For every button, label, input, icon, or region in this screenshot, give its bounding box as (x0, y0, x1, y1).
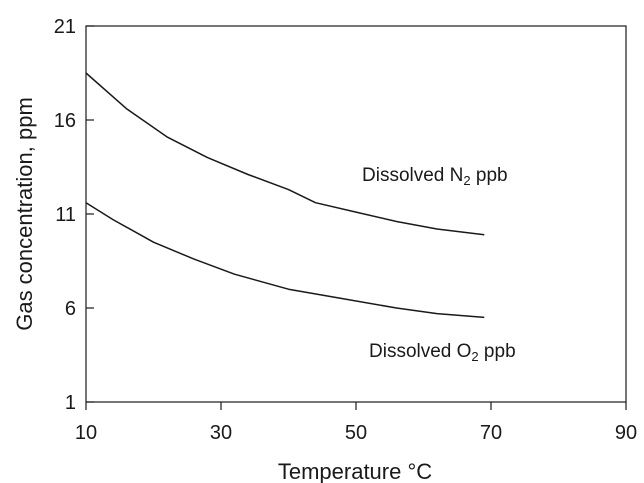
series-line-o2 (85, 202, 485, 319)
annotation-n2-subscript: 2 (463, 173, 470, 188)
y-tick-label: 1 (65, 392, 76, 414)
x-tick-label: 10 (75, 422, 97, 444)
annotation-n2-suffix: ppb (471, 165, 508, 186)
annotation-o2-suffix: ppb (479, 341, 516, 362)
annotation-n2: Dissolved N2 ppb (362, 165, 508, 188)
annotation-o2-subscript: 2 (471, 349, 478, 364)
annotation-o2: Dissolved O2 ppb (369, 341, 516, 364)
x-axis-ticks: 10 30 50 70 90 (75, 402, 637, 444)
plot-area (85, 25, 627, 403)
x-tick-label: 70 (480, 422, 502, 444)
x-tick-label: 30 (210, 422, 232, 444)
y-tick-label: 21 (54, 16, 76, 38)
x-tick-label: 50 (345, 422, 367, 444)
series-line-n2 (85, 72, 485, 236)
y-tick-label: 6 (65, 298, 76, 320)
y-tick-label: 16 (54, 110, 76, 132)
annotation-o2-prefix: Dissolved O (369, 341, 471, 362)
x-axis-label: Temperature °C (278, 459, 432, 483)
y-axis-label: Gas concentration, ppm (12, 97, 37, 331)
plot-frame (85, 25, 627, 403)
y-tick-label: 11 (55, 204, 76, 226)
series-layer (85, 72, 485, 319)
x-tick-label: 90 (615, 422, 637, 444)
annotation-n2-prefix: Dissolved N (362, 165, 463, 186)
